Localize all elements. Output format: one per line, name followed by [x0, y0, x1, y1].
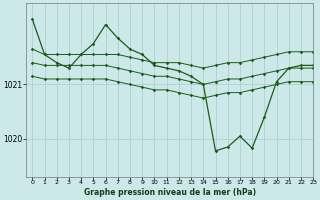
- X-axis label: Graphe pression niveau de la mer (hPa): Graphe pression niveau de la mer (hPa): [84, 188, 256, 197]
